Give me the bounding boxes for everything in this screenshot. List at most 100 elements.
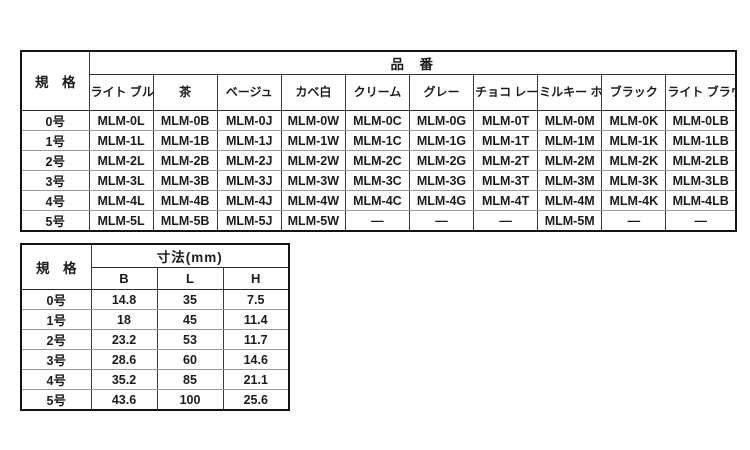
part-number-cell: MLM-0LB (665, 110, 737, 131)
dimension-cell: 35 (156, 289, 224, 310)
part-number-cell: MLM-4L (88, 190, 154, 211)
dimension-cell: 53 (156, 329, 224, 350)
part-number-cell: MLM-2T (473, 150, 539, 171)
part-number-cell: MLM-5B (152, 210, 218, 232)
dimension-table-section: 規 格 寸法(mm) B L H 0号 14.8 35 7.5 1号 18 45… (20, 243, 290, 411)
dimension-cell: 45 (156, 309, 224, 330)
part-number-cell: MLM-1L (88, 130, 154, 151)
part-number-table-section: 規 格 品 番 ライト ブルー 茶 ベージュ カベ白 クリーム グレー チョコ … (20, 50, 737, 232)
dimension-row-size-5: 5号 43.6 100 25.6 (20, 389, 290, 411)
column-header-milky-white: ミルキー ホワイト (537, 74, 603, 111)
part-number-cell: MLM-0T (473, 110, 539, 131)
column-header-H: H (222, 267, 290, 290)
size-label: 3号 (20, 170, 90, 191)
part-number-cell: MLM-4LB (665, 190, 737, 211)
dimension-cell: 35.2 (90, 369, 158, 390)
part-number-cell: MLM-4W (280, 190, 346, 211)
part-number-cell: MLM-1K (601, 130, 667, 151)
color-header-row: ライト ブルー 茶 ベージュ カベ白 クリーム グレー チョコ レート ミルキー… (21, 74, 737, 111)
part-number-cell: MLM-0M (537, 110, 603, 131)
part-number-cell: MLM-5M (537, 210, 603, 232)
part-number-cell: MLM-1LB (665, 130, 737, 151)
part-number-cell: — (473, 210, 539, 232)
column-header-gray: グレー (408, 74, 475, 111)
size-column-header: 規 格 (20, 243, 92, 290)
column-header-black: ブラック (601, 74, 667, 111)
part-number-cell: MLM-4T (473, 190, 539, 211)
part-number-cell: — (344, 210, 410, 232)
part-number-cell: MLM-4C (344, 190, 410, 211)
size-label: 2号 (20, 150, 90, 171)
table-row-size-3: 3号 MLM-3L MLM-3B MLM-3J MLM-3W MLM-3C ML… (20, 170, 737, 191)
dimension-row-size-4: 4号 35.2 85 21.1 (20, 369, 290, 390)
dimension-cell: 7.5 (222, 289, 290, 310)
part-number-cell: MLM-5J (216, 210, 282, 232)
dimension-cell: 25.6 (222, 389, 290, 411)
part-number-cell: MLM-3LB (665, 170, 737, 191)
part-number-cell: MLM-0J (216, 110, 282, 131)
part-number-cell: — (601, 210, 667, 232)
size-label: 0号 (20, 289, 92, 310)
part-number-cell: MLM-4M (537, 190, 603, 211)
part-number-cell: MLM-1C (344, 130, 410, 151)
dimension-cell: 11.7 (222, 329, 290, 350)
dimension-cell: 23.2 (90, 329, 158, 350)
part-number-cell: MLM-1T (473, 130, 539, 151)
dimension-row-size-0: 0号 14.8 35 7.5 (20, 289, 290, 310)
column-header-light-blue: ライト ブルー (88, 74, 154, 111)
part-number-cell: MLM-2J (216, 150, 282, 171)
dimension-cell: 14.8 (90, 289, 158, 310)
part-number-cell: MLM-1J (216, 130, 282, 151)
part-number-cell: MLM-4J (216, 190, 282, 211)
part-number-cell: MLM-3C (344, 170, 410, 191)
table-row-size-4: 4号 MLM-4L MLM-4B MLM-4J MLM-4W MLM-4C ML… (20, 190, 737, 211)
size-label: 4号 (20, 190, 90, 211)
dimension-row-size-1: 1号 18 45 11.4 (20, 309, 290, 330)
part-number-cell: MLM-4B (152, 190, 218, 211)
size-label: 0号 (20, 110, 90, 131)
part-number-cell: MLM-2M (537, 150, 603, 171)
column-header-cream: クリーム (344, 74, 410, 111)
part-number-cell: MLM-5W (280, 210, 346, 232)
group-header-row: 規 格 品 番 (20, 50, 737, 111)
dimension-group-header-row: 規 格 寸法(mm) (20, 243, 290, 290)
part-number-cell: MLM-3G (408, 170, 475, 191)
table-row-size-5: 5号 MLM-5L MLM-5B MLM-5J MLM-5W — — — MLM… (20, 210, 737, 232)
part-number-cell: MLM-1G (408, 130, 475, 151)
part-number-cell: MLM-3W (280, 170, 346, 191)
part-number-cell: MLM-0L (88, 110, 154, 131)
table-row-size-0: 0号 MLM-0L MLM-0B MLM-0J MLM-0W MLM-0C ML… (20, 110, 737, 131)
dimension-cell: 85 (156, 369, 224, 390)
column-header-light-brown: ライト ブラウン (665, 74, 737, 111)
part-number-cell: MLM-3T (473, 170, 539, 191)
part-number-cell: MLM-3K (601, 170, 667, 191)
part-number-cell: MLM-1W (280, 130, 346, 151)
table-row-size-1: 1号 MLM-1L MLM-1B MLM-1J MLM-1W MLM-1C ML… (20, 130, 737, 151)
dimension-table: 規 格 寸法(mm) B L H 0号 14.8 35 7.5 1号 18 45… (20, 243, 290, 411)
dimension-cell: 100 (156, 389, 224, 411)
size-label: 4号 (20, 369, 92, 390)
dimension-cell: 11.4 (222, 309, 290, 330)
part-number-cell: MLM-2K (601, 150, 667, 171)
dimension-cell: 18 (90, 309, 158, 330)
part-number-cell: MLM-3M (537, 170, 603, 191)
part-number-group-header: 品 番 (88, 50, 737, 75)
size-label: 5号 (20, 389, 92, 411)
part-number-table: 規 格 品 番 ライト ブルー 茶 ベージュ カベ白 クリーム グレー チョコ … (20, 50, 737, 232)
part-number-cell: MLM-2C (344, 150, 410, 171)
column-header-beige: ベージュ (216, 74, 282, 111)
dimension-row-size-2: 2号 23.2 53 11.7 (20, 329, 290, 350)
dimension-cell: 14.6 (222, 349, 290, 370)
part-number-cell: MLM-2L (88, 150, 154, 171)
part-number-cell: MLM-0C (344, 110, 410, 131)
part-number-cell: MLM-3B (152, 170, 218, 191)
size-label: 1号 (20, 309, 92, 330)
part-number-cell: MLM-2B (152, 150, 218, 171)
dimension-cell: 43.6 (90, 389, 158, 411)
size-column-header: 規 格 (20, 50, 90, 111)
part-number-cell: MLM-2W (280, 150, 346, 171)
dimension-group-header: 寸法(mm) (90, 243, 290, 268)
part-number-cell: MLM-0G (408, 110, 475, 131)
part-number-cell: MLM-3J (216, 170, 282, 191)
part-number-cell: MLM-4G (408, 190, 475, 211)
